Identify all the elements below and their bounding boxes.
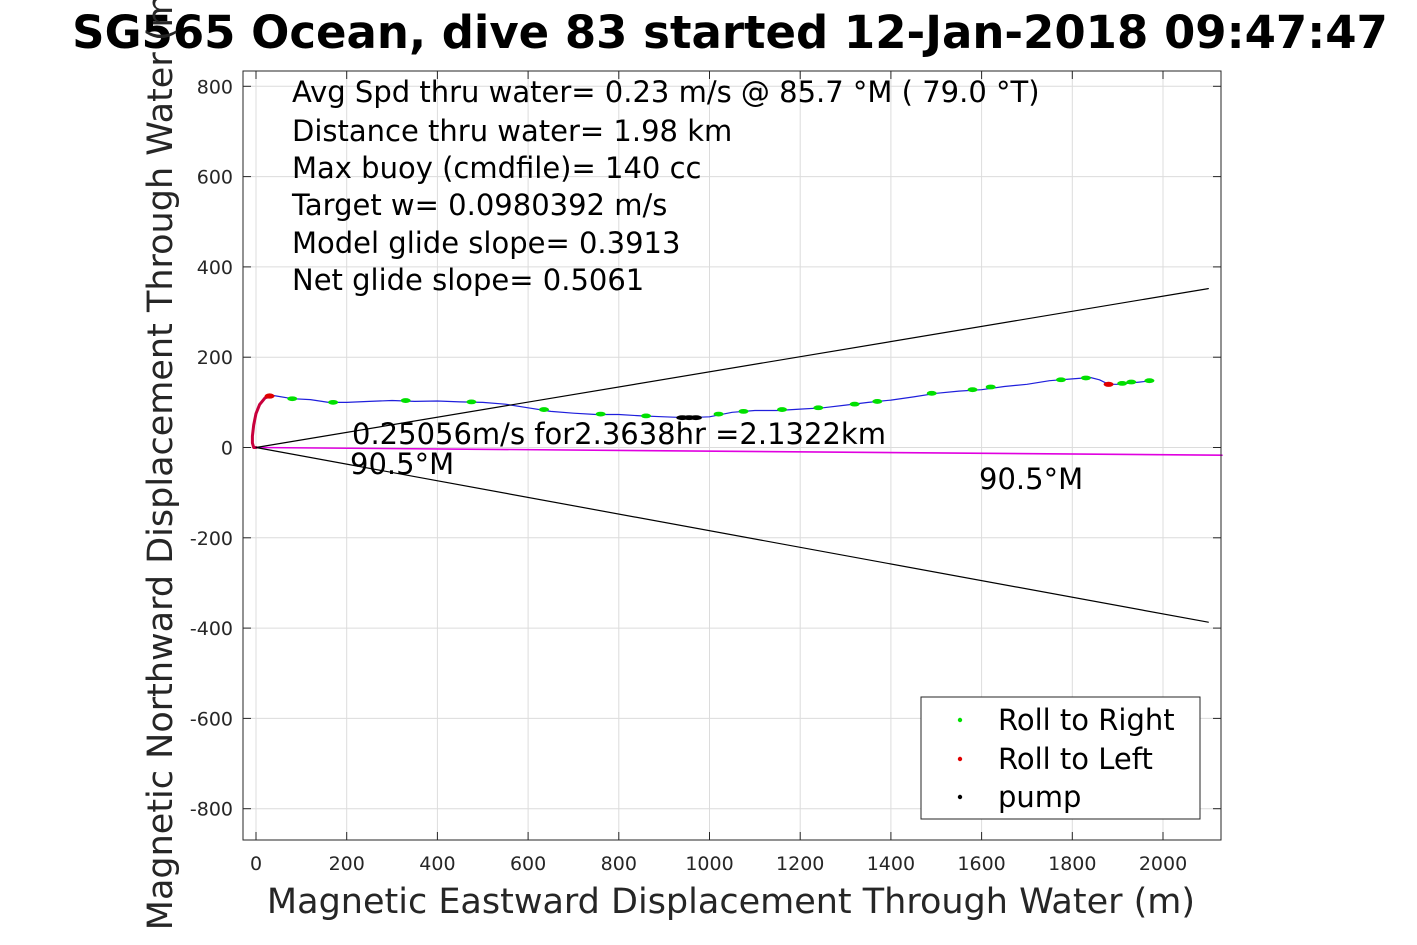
x-tick-label: 1600 bbox=[957, 853, 1005, 875]
pump-point bbox=[689, 415, 702, 421]
roll-right-point bbox=[595, 411, 606, 417]
series-line-current-line bbox=[255, 446, 1223, 457]
grid bbox=[243, 71, 1221, 840]
y-tick-label: 800 bbox=[197, 76, 233, 98]
roll-right-point bbox=[985, 384, 996, 390]
roll-right-point bbox=[777, 407, 788, 412]
info-avg-speed: Avg Spd thru water= 0.23 m/s @ 85.7 °M (… bbox=[292, 75, 1040, 109]
info-net-glide-slope: Net glide slope= 0.5061 bbox=[292, 263, 644, 297]
roll-right-point bbox=[872, 399, 883, 404]
y-tick-label: 0 bbox=[221, 438, 233, 460]
plot-frame bbox=[242, 70, 1222, 841]
heading-end-annotation: 90.5°M bbox=[979, 462, 1083, 496]
series-line-start-arc bbox=[250, 394, 274, 449]
x-tick-label: 1400 bbox=[867, 853, 915, 875]
y-tick-label: -800 bbox=[190, 799, 233, 821]
heading-start-annotation: 90.5°M bbox=[350, 447, 454, 481]
roll-right-point bbox=[1126, 379, 1137, 385]
roll-right-point bbox=[328, 399, 339, 405]
legend: Roll to Right Roll to Left pump bbox=[920, 696, 1201, 820]
roll-left-point bbox=[1103, 381, 1114, 387]
y-tick-label: -600 bbox=[190, 708, 233, 730]
x-tick-label: 2000 bbox=[1139, 853, 1187, 875]
legend-entry-roll-left: Roll to Left bbox=[998, 742, 1153, 776]
x-tick-label: 800 bbox=[601, 853, 637, 875]
y-tick-label: 600 bbox=[197, 167, 233, 189]
x-tick-label: 200 bbox=[329, 853, 365, 875]
info-model-glide-slope: Model glide slope= 0.3913 bbox=[292, 226, 680, 260]
x-tick-label: 1000 bbox=[685, 853, 733, 875]
info-distance: Distance thru water= 1.98 km bbox=[292, 114, 732, 148]
roll-right-point bbox=[926, 390, 937, 396]
roll-right-point bbox=[287, 396, 298, 402]
chart-title: SG565 Ocean, dive 83 started 12-Jan-2018… bbox=[72, 6, 1388, 59]
y-tick-label: -200 bbox=[190, 528, 233, 550]
plot-markers bbox=[264, 375, 1155, 421]
x-axis-label: Magnetic Eastward Displacement Through W… bbox=[267, 882, 1195, 922]
x-tick-label: 400 bbox=[419, 853, 455, 875]
roll-right-point bbox=[466, 399, 477, 405]
y-tick-label: -400 bbox=[190, 618, 233, 640]
x-tick-label: 1200 bbox=[776, 853, 824, 875]
legend-marker-roll-left bbox=[957, 756, 963, 762]
info-max-buoy: Max buoy (cmdfile)= 140 cc bbox=[292, 151, 701, 185]
x-tick-label: 0 bbox=[250, 853, 262, 875]
series-line-cone-upper bbox=[255, 288, 1209, 449]
x-tick-label: 1800 bbox=[1048, 853, 1096, 875]
roll-right-point bbox=[538, 407, 549, 412]
y-axis-label: Magnetic Northward Displacement Through … bbox=[141, 0, 181, 930]
axis-ticks: 0 200 400 600 800 1000 1200 1400 1600 1800 2000800… bbox=[190, 71, 1221, 875]
roll-right-point bbox=[641, 413, 652, 419]
series-line-cone-lower bbox=[255, 446, 1209, 623]
y-tick-label: 400 bbox=[197, 257, 233, 279]
roll-right-point bbox=[1144, 378, 1155, 384]
roll-right-point bbox=[1080, 375, 1091, 381]
roll-right-point bbox=[713, 411, 724, 417]
info-target-w: Target w= 0.0980392 m/s bbox=[291, 188, 667, 222]
roll-right-point bbox=[738, 408, 749, 414]
roll-right-point bbox=[813, 405, 824, 411]
legend-marker-pump bbox=[957, 794, 963, 800]
roll-right-point bbox=[849, 401, 860, 407]
legend-marker-roll-right bbox=[957, 717, 963, 723]
roll-right-point bbox=[1055, 377, 1066, 383]
roll-right-point bbox=[1117, 380, 1128, 386]
y-tick-label: 200 bbox=[197, 347, 233, 369]
x-tick-label: 600 bbox=[510, 853, 546, 875]
current-annotation: 0.25056m/s for2.3638hr =2.1322km bbox=[352, 417, 886, 451]
roll-left-point bbox=[264, 393, 275, 399]
roll-right-point bbox=[967, 387, 978, 393]
legend-entry-roll-right: Roll to Right bbox=[998, 703, 1175, 737]
roll-right-point bbox=[400, 398, 411, 403]
legend-box bbox=[920, 696, 1201, 820]
legend-entry-pump: pump bbox=[998, 780, 1081, 814]
